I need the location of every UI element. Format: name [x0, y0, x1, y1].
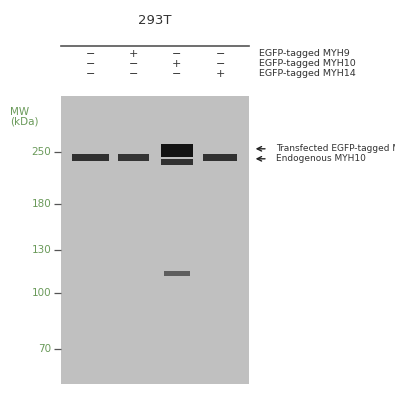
Text: −: −: [172, 49, 182, 59]
Bar: [161, 159, 193, 164]
Text: +: +: [129, 49, 138, 59]
Text: 130: 130: [32, 245, 51, 255]
Text: −: −: [216, 49, 225, 59]
Text: −: −: [216, 59, 225, 69]
Text: −: −: [129, 59, 138, 69]
Text: 293T: 293T: [138, 14, 172, 26]
Text: −: −: [129, 69, 138, 79]
Text: EGFP-tagged MYH9: EGFP-tagged MYH9: [259, 50, 350, 58]
Text: −: −: [85, 49, 95, 59]
Text: EGFP-tagged MYH10: EGFP-tagged MYH10: [259, 60, 356, 68]
Text: 100: 100: [32, 288, 51, 298]
Text: +: +: [172, 59, 182, 69]
Text: −: −: [172, 69, 182, 79]
Text: −: −: [85, 59, 95, 69]
Bar: [71, 154, 109, 161]
Text: 180: 180: [32, 199, 51, 209]
Text: −: −: [85, 69, 95, 79]
Text: EGFP-tagged MYH14: EGFP-tagged MYH14: [259, 70, 356, 78]
Text: (kDa): (kDa): [10, 117, 38, 127]
Bar: [203, 154, 237, 161]
Bar: [164, 271, 190, 276]
Text: 250: 250: [32, 147, 51, 157]
Text: +: +: [216, 69, 225, 79]
Bar: [61, 96, 249, 384]
Text: MW: MW: [10, 107, 29, 117]
Text: Transfected EGFP-tagged MYH10: Transfected EGFP-tagged MYH10: [276, 144, 395, 153]
Text: 70: 70: [38, 344, 51, 354]
Bar: [161, 144, 193, 157]
Text: Endogenous MYH10: Endogenous MYH10: [276, 154, 366, 163]
Bar: [118, 154, 149, 161]
